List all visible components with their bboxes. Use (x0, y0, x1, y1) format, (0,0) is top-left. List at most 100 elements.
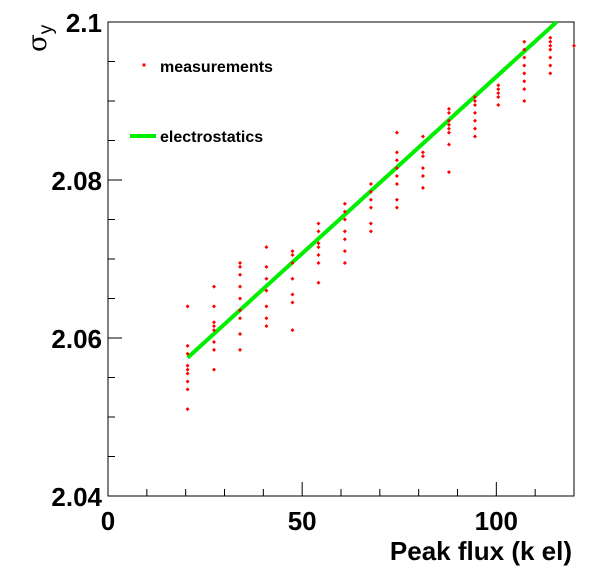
measurement-point (496, 102, 501, 107)
x-tick-label: 50 (288, 506, 317, 536)
electrostatics-line (186, 20, 558, 360)
measurement-point (394, 205, 399, 210)
legend-marker-measurements (142, 63, 146, 67)
measurement-point (264, 245, 269, 250)
y-tick-label: 2.08 (51, 166, 102, 196)
svg-text:σy: σy (23, 24, 57, 52)
measurement-point (264, 276, 269, 281)
measurement-point (238, 316, 243, 321)
y-tick-label: 2.1 (66, 8, 102, 38)
x-tick-label: 0 (101, 506, 115, 536)
measurement-point (522, 39, 527, 44)
measurement-point (212, 339, 217, 344)
measurement-point (368, 181, 373, 186)
measurement-point (472, 134, 477, 139)
measurement-point (548, 71, 553, 76)
measurement-point (394, 150, 399, 155)
measurement-point (472, 126, 477, 131)
measurement-point (185, 343, 190, 348)
x-tick-label: 100 (475, 506, 518, 536)
measurement-point (522, 63, 527, 68)
measurement-point (368, 197, 373, 202)
measurement-point (496, 83, 501, 88)
measurement-point (290, 300, 295, 305)
measurement-point (212, 347, 217, 352)
measurement-point (446, 142, 451, 147)
measurement-point (368, 205, 373, 210)
measurement-point (264, 316, 269, 321)
measurement-point (342, 217, 347, 222)
measurement-point (548, 39, 553, 44)
measurement-point (548, 63, 553, 68)
measurements-points-layer (185, 35, 576, 412)
measurement-point (472, 99, 477, 103)
legend: measurements electrostatics (130, 59, 273, 146)
measurement-point (342, 201, 347, 206)
measurement-point (472, 95, 477, 100)
measurement-point (572, 43, 576, 48)
measurement-point (368, 221, 373, 226)
measurement-point (420, 185, 425, 190)
measurement-point (185, 363, 190, 368)
measurement-point (394, 166, 399, 171)
measurement-point (316, 229, 321, 234)
measurement-point (212, 304, 217, 309)
measurement-point (238, 308, 243, 313)
measurement-point (420, 134, 425, 139)
measurement-point (420, 174, 425, 179)
measurement-point (212, 328, 217, 333)
measurement-point (394, 197, 399, 202)
measurement-point (446, 170, 451, 175)
measurement-point (185, 351, 190, 356)
measurement-point (185, 304, 190, 309)
y-axis-title-subscript: y (36, 24, 57, 34)
measurement-point (522, 55, 527, 60)
measurement-point (290, 249, 295, 254)
measurement-point (238, 264, 243, 269)
measurement-point (290, 328, 295, 333)
y-tick-label: 2.06 (51, 324, 102, 354)
measurement-point (342, 249, 347, 254)
measurement-point (264, 288, 269, 293)
measurement-point (316, 245, 321, 250)
measurement-point (446, 122, 451, 127)
measurement-point (548, 47, 553, 52)
measurement-point (446, 130, 451, 135)
measurement-point (548, 35, 553, 40)
measurement-point (420, 154, 425, 159)
measurement-point (238, 347, 243, 352)
measurement-point (290, 253, 295, 258)
measurement-point (342, 260, 347, 265)
measurement-point (212, 367, 217, 372)
measurement-point (264, 264, 269, 269)
plot-frame (107, 21, 575, 497)
measurement-point (290, 292, 295, 297)
measurement-point (368, 189, 373, 194)
measurement-point (342, 209, 347, 214)
measurement-point (342, 229, 347, 234)
measurement-point (420, 166, 425, 171)
measurement-point (290, 276, 295, 281)
measurement-point (446, 110, 451, 115)
measurement-point (420, 150, 425, 155)
measurement-point (185, 367, 190, 372)
y-tick-label: 2.04 (51, 482, 102, 512)
measurement-point (290, 260, 295, 265)
measurement-point (185, 387, 190, 392)
measurement-point (394, 174, 399, 179)
measurement-point (496, 91, 501, 96)
measurement-point (522, 99, 527, 103)
measurement-point (446, 106, 451, 111)
measurement-point (185, 371, 190, 376)
legend-label-measurements: measurements (160, 59, 273, 76)
measurement-point (185, 379, 190, 384)
measurement-point (185, 407, 190, 412)
measurement-point (472, 110, 477, 115)
measurement-point (394, 158, 399, 163)
x-axis-title: Peak flux (k el) (390, 536, 572, 566)
measurement-point (212, 284, 217, 289)
measurement-point (368, 229, 373, 234)
measurement-point (394, 181, 399, 186)
x-axis-tick-labels: 0 50 100 (101, 506, 518, 536)
measurement-point (316, 280, 321, 285)
